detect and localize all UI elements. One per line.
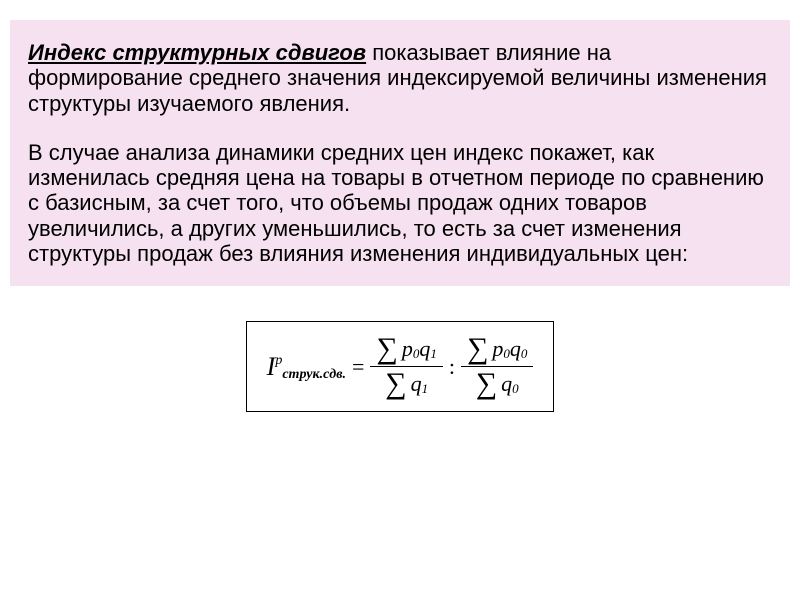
- sigma-icon: ∑: [385, 369, 406, 399]
- frac2-denominator: ∑ q0: [470, 367, 525, 401]
- paragraph-1: Индекс структурных сдвигов показывает вл…: [28, 40, 772, 116]
- frac1-denominator: ∑ q1: [379, 367, 434, 401]
- sub-0: 0: [521, 346, 528, 362]
- sub-0: 0: [413, 346, 420, 362]
- frac1-numerator: ∑ p0q1: [370, 332, 442, 366]
- fraction-1: ∑ p0q1 ∑ q1: [370, 332, 442, 401]
- sub-1: 1: [422, 381, 429, 397]
- frac2-numerator: ∑ p0q0: [461, 332, 533, 366]
- var-q: q: [411, 371, 422, 397]
- lhs-subscript: струк.сдв.: [282, 367, 346, 383]
- sigma-icon: ∑: [467, 334, 488, 364]
- var-p: p: [492, 336, 503, 362]
- sub-0: 0: [512, 381, 519, 397]
- equals-sign: =: [352, 354, 364, 380]
- definition-box: Индекс структурных сдвигов показывает вл…: [10, 20, 790, 286]
- formula-lhs: I p струк.сдв.: [267, 352, 346, 382]
- sigma-icon: ∑: [376, 334, 397, 364]
- sub-0: 0: [503, 346, 510, 362]
- paragraph-2: В случае анализа динамики средних цен ин…: [28, 140, 772, 266]
- sigma-icon: ∑: [476, 369, 497, 399]
- var-p: p: [402, 336, 413, 362]
- var-q: q: [501, 371, 512, 397]
- formula-container: I p струк.сдв. = ∑ p0q1 ∑ q1 : ∑ p0q0: [0, 321, 800, 412]
- term: Индекс структурных сдвигов: [28, 40, 366, 65]
- lhs-superscript: p: [275, 353, 282, 369]
- var-q: q: [419, 336, 430, 362]
- formula-box: I p струк.сдв. = ∑ p0q1 ∑ q1 : ∑ p0q0: [246, 321, 555, 412]
- sub-1: 1: [430, 346, 437, 362]
- var-q: q: [510, 336, 521, 362]
- fraction-2: ∑ p0q0 ∑ q0: [461, 332, 533, 401]
- division-colon: :: [449, 354, 455, 380]
